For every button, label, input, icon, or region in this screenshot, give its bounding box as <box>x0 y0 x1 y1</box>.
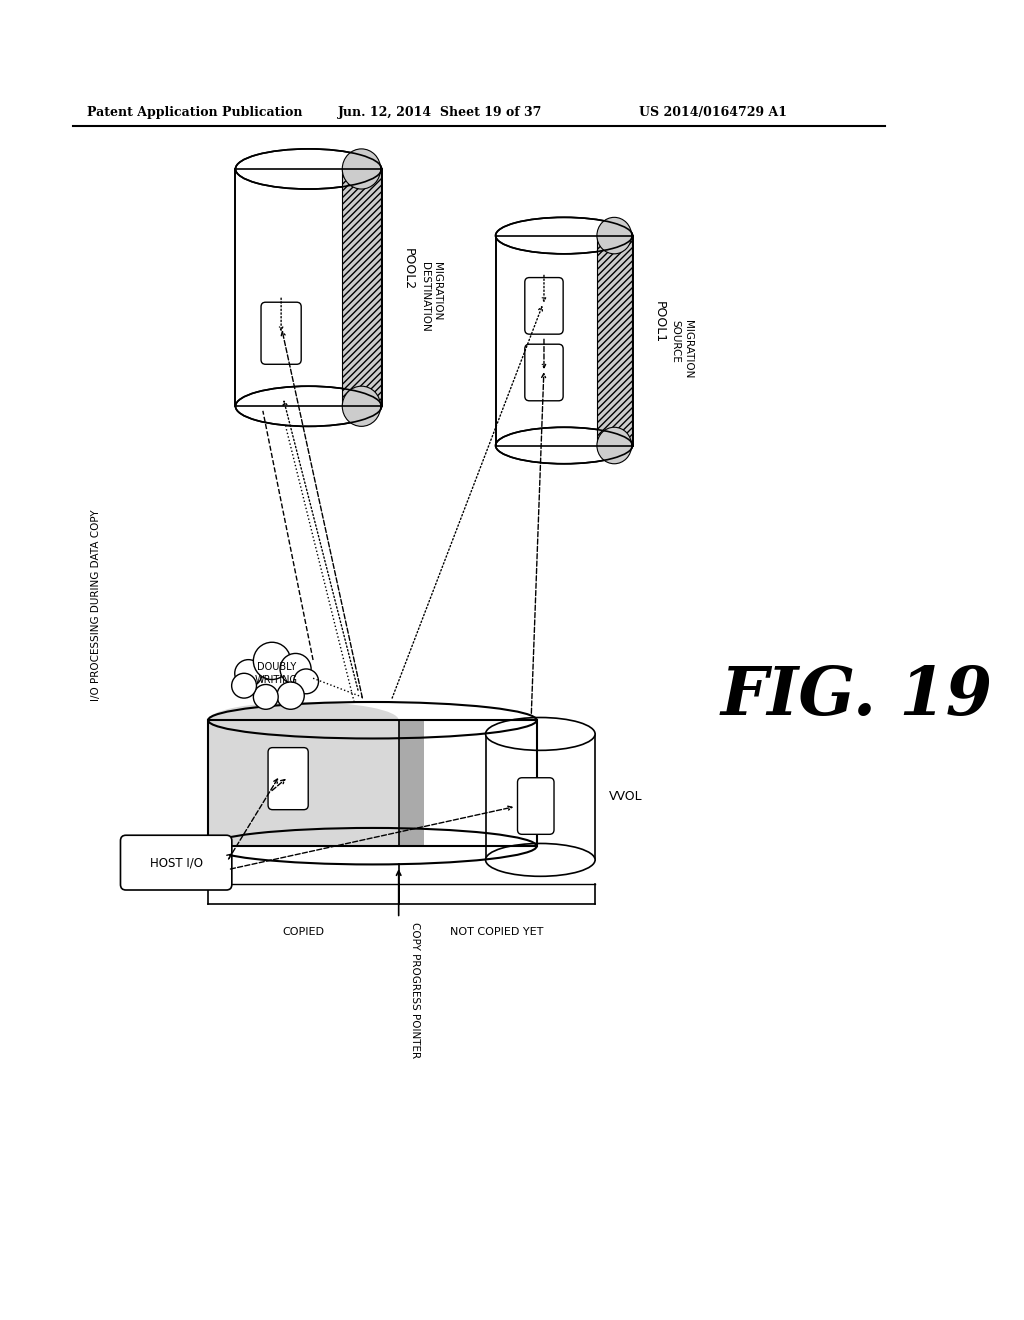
Circle shape <box>234 660 262 686</box>
FancyBboxPatch shape <box>517 777 554 834</box>
Text: POOL2: POOL2 <box>401 248 415 290</box>
Bar <box>398 721 424 846</box>
Text: MIGRATION
DESTINATION: MIGRATION DESTINATION <box>420 261 442 331</box>
Text: DOUBLY
WRITING: DOUBLY WRITING <box>255 663 298 685</box>
Circle shape <box>294 669 318 694</box>
Bar <box>236 169 382 407</box>
FancyBboxPatch shape <box>525 277 563 334</box>
Text: VVOL: VVOL <box>609 791 642 804</box>
Text: FIG. 19: FIG. 19 <box>721 664 993 729</box>
FancyBboxPatch shape <box>261 302 301 364</box>
Circle shape <box>276 682 304 709</box>
FancyBboxPatch shape <box>121 836 231 890</box>
Text: COPIED: COPIED <box>283 927 325 936</box>
Circle shape <box>231 673 256 698</box>
Circle shape <box>253 643 291 680</box>
FancyBboxPatch shape <box>525 345 563 401</box>
Text: COPY PROGRESS POINTER: COPY PROGRESS POINTER <box>410 921 420 1059</box>
Text: MIGRATION
SOURCE: MIGRATION SOURCE <box>671 321 693 379</box>
Ellipse shape <box>236 387 382 426</box>
Ellipse shape <box>496 428 633 463</box>
Bar <box>342 169 381 407</box>
Bar <box>597 235 632 446</box>
FancyBboxPatch shape <box>268 747 308 809</box>
Ellipse shape <box>597 428 632 463</box>
Circle shape <box>280 653 311 685</box>
Text: Jun. 12, 2014  Sheet 19 of 37: Jun. 12, 2014 Sheet 19 of 37 <box>338 106 542 119</box>
Text: Patent Application Publication: Patent Application Publication <box>87 106 302 119</box>
Text: I/O PROCESSING DURING DATA COPY: I/O PROCESSING DURING DATA COPY <box>91 510 100 701</box>
Ellipse shape <box>236 149 382 189</box>
Ellipse shape <box>342 387 381 426</box>
Ellipse shape <box>597 218 632 253</box>
Bar <box>208 721 398 846</box>
Ellipse shape <box>342 149 381 189</box>
Bar <box>496 235 633 446</box>
Text: HOST I/O: HOST I/O <box>150 857 203 869</box>
Circle shape <box>253 685 279 709</box>
Bar <box>236 169 382 407</box>
Bar <box>496 235 633 446</box>
Text: US 2014/0164729 A1: US 2014/0164729 A1 <box>639 106 786 119</box>
Text: POOL1: POOL1 <box>652 301 666 343</box>
Ellipse shape <box>485 718 595 750</box>
Ellipse shape <box>208 702 398 738</box>
Bar <box>208 721 537 846</box>
Ellipse shape <box>485 843 595 876</box>
Ellipse shape <box>496 218 633 253</box>
Bar <box>485 734 595 859</box>
Text: NOT COPIED YET: NOT COPIED YET <box>451 927 544 936</box>
